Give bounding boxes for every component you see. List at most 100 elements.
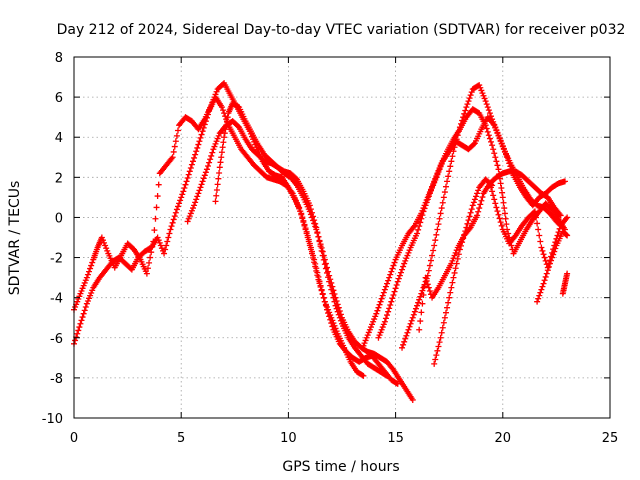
data-point (306, 208, 313, 215)
data-point (146, 259, 153, 266)
data-point (456, 246, 463, 253)
data-point (479, 90, 486, 97)
data-point (75, 296, 82, 303)
data-point (393, 281, 400, 288)
data-point (328, 279, 335, 286)
data-point (420, 284, 427, 291)
data-point (408, 317, 415, 324)
data-point (429, 252, 436, 259)
data-point (154, 193, 161, 200)
data-point (302, 225, 309, 232)
data-point (320, 294, 327, 301)
data-point (382, 283, 389, 290)
data-point (310, 252, 317, 259)
data-point (209, 99, 216, 106)
data-point (314, 230, 321, 237)
data-point (390, 262, 397, 269)
data-point (372, 313, 379, 320)
data-point (89, 259, 96, 266)
data-point (317, 241, 324, 248)
data-point (548, 257, 555, 264)
data-point (453, 260, 460, 267)
data-point (306, 240, 313, 247)
data-point (494, 130, 501, 137)
data-point (416, 223, 423, 230)
data-point (198, 181, 205, 188)
plot-frame (73, 56, 611, 419)
data-point (497, 180, 504, 187)
data-point (163, 242, 170, 249)
data-point (389, 365, 396, 372)
data-point (549, 254, 556, 261)
data-point (385, 277, 392, 284)
data-point (497, 138, 504, 145)
data-point (390, 291, 397, 298)
data-point (77, 290, 84, 297)
data-point (158, 245, 165, 252)
data-point (425, 193, 432, 200)
data-point (387, 302, 394, 309)
x-tick-label: 25 (602, 431, 619, 446)
data-point (205, 162, 211, 169)
data-point (379, 292, 386, 299)
data-point (431, 360, 438, 367)
data-point (167, 226, 174, 233)
data-point (196, 187, 203, 194)
data-point (404, 252, 411, 259)
data-point (151, 227, 158, 234)
data-point (384, 372, 391, 379)
y-tick-label: 6 (55, 91, 63, 106)
data-series-3 (184, 118, 391, 379)
data-point (415, 226, 422, 233)
data-point (184, 175, 191, 182)
data-point (311, 256, 318, 263)
data-point (318, 244, 325, 251)
data-point (485, 132, 492, 139)
data-point (391, 288, 398, 295)
data-point (543, 270, 550, 277)
data-point (314, 269, 321, 276)
data-point (388, 298, 395, 305)
data-point (208, 152, 215, 159)
data-point (394, 380, 401, 387)
data-series-9 (431, 176, 496, 367)
data-point (451, 252, 458, 259)
data-point (147, 254, 154, 261)
data-point (463, 224, 470, 231)
data-point (435, 343, 442, 350)
y-tick-label: -10 (42, 412, 63, 427)
data-point (468, 89, 475, 96)
y-tick-label: 2 (55, 171, 63, 186)
data-point (492, 154, 499, 161)
chart-title: Day 212 of 2024, Sidereal Day-to-day VTE… (57, 22, 626, 38)
data-point (561, 178, 568, 185)
data-point (196, 138, 203, 145)
data-point (199, 178, 206, 185)
data-point (327, 316, 334, 323)
data-point (552, 245, 559, 252)
data-point (455, 251, 462, 258)
data-point (170, 148, 177, 155)
data-point (322, 302, 329, 309)
data-point (426, 262, 433, 269)
data-point (72, 304, 79, 311)
data-point (168, 223, 175, 230)
data-point (540, 280, 547, 287)
data-point (467, 92, 474, 99)
data-point (503, 151, 510, 158)
data-point (432, 356, 439, 363)
data-point (144, 265, 151, 272)
data-point (217, 159, 224, 166)
data-point (223, 118, 230, 125)
data-point (476, 82, 483, 89)
data-point (321, 298, 328, 305)
data-point (164, 238, 171, 245)
data-point (101, 239, 108, 246)
data-point (477, 201, 484, 208)
data-point (308, 248, 315, 255)
data-point (534, 220, 541, 227)
data-point (436, 166, 443, 173)
data-point (434, 226, 441, 233)
y-axis: -10 -8 -6 -4 -2 0 2 4 6 8 (42, 51, 63, 427)
data-point (375, 304, 382, 311)
